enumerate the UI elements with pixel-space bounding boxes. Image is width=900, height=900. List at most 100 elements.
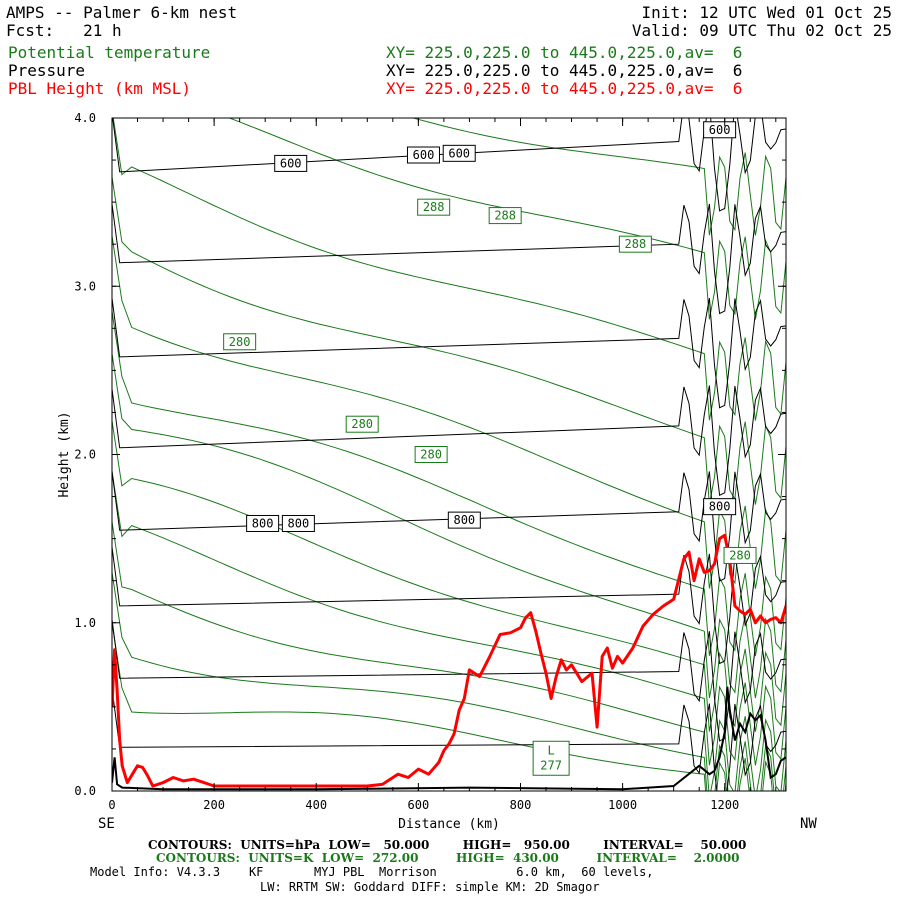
pressure-label: 800 bbox=[447, 511, 481, 529]
nw-end-label: NW bbox=[800, 816, 817, 832]
theta-label-box bbox=[414, 446, 448, 463]
pressure-label-text: 800 bbox=[288, 516, 310, 530]
pressure-label: 800 bbox=[281, 514, 315, 532]
theta-label-box bbox=[345, 415, 379, 433]
x-tick-label: 200 bbox=[203, 798, 225, 812]
low-center-box bbox=[532, 740, 570, 776]
field-xy-pressure: XY= 225.0,225.0 to 445.0,225.0,av= 6 bbox=[386, 61, 743, 80]
contour-labels: 600 600 600 600 800 800 800 800 288 288 288 280 280 2… bbox=[223, 121, 757, 776]
valid-time: Valid: 09 UTC Thu 02 Oct 25 bbox=[631, 21, 892, 40]
theta-label-box bbox=[488, 207, 522, 225]
field-name-pbl: PBL Height (km MSL) bbox=[8, 79, 192, 98]
pressure-label-text: 600 bbox=[448, 146, 470, 160]
pressure-label-box bbox=[442, 144, 476, 162]
pressure-label: 600 bbox=[406, 146, 440, 164]
x-tick-label: 400 bbox=[305, 798, 327, 812]
theta-label: 280 bbox=[223, 333, 257, 351]
footer-pressure-contours: CONTOURS: UNITS=hPa LOW= 50.000 HIGH= 95… bbox=[148, 838, 747, 852]
theta-label-text: 280 bbox=[729, 548, 751, 562]
x-tick-label: 0 bbox=[108, 798, 115, 812]
pressure-label-box bbox=[703, 121, 737, 139]
theta-label: 280 bbox=[723, 546, 757, 564]
pbl-height-series bbox=[112, 533, 786, 788]
theta-label-box bbox=[618, 235, 652, 253]
pressure-label-box bbox=[281, 514, 315, 532]
pressure-label: 800 bbox=[246, 514, 280, 532]
theta-label: 280 bbox=[414, 446, 448, 463]
theta-label-text: 288 bbox=[625, 237, 647, 251]
pressure-label: 600 bbox=[274, 154, 308, 172]
theta-label: 288 bbox=[618, 235, 652, 253]
theta-contour-line bbox=[112, 420, 786, 732]
theta-contour-line bbox=[112, 471, 786, 766]
theta-contour-line bbox=[112, 353, 786, 699]
theta-contour-line bbox=[112, 311, 786, 657]
footer-model-info: Model Info: V4.3.3 KF MYJ PBL Morrison 6… bbox=[90, 865, 654, 879]
theta-label-box bbox=[723, 546, 757, 564]
pressure-label: 600 bbox=[442, 144, 476, 162]
pressure-label-text: 800 bbox=[453, 513, 475, 527]
theta-label-text: 280 bbox=[229, 335, 251, 349]
theta-contour-line bbox=[112, 235, 786, 589]
pressure-contour-900 bbox=[112, 619, 786, 742]
field-xy-pbl: XY= 225.0,225.0 to 445.0,225.0,av= 6 bbox=[386, 79, 743, 98]
pbl-height-line bbox=[112, 533, 786, 788]
theta-contours bbox=[112, 118, 786, 791]
y-tick-label: 4.0 bbox=[74, 111, 96, 125]
pressure-contour-950 bbox=[112, 688, 786, 791]
forecast-hour: Fcst: 21 h bbox=[6, 21, 122, 40]
plot-frame bbox=[111, 117, 787, 792]
pressure-label-text: 800 bbox=[252, 516, 274, 530]
pressure-contour-600 bbox=[112, 118, 786, 212]
theta-label-box bbox=[417, 198, 451, 216]
theta-contour-line bbox=[228, 118, 786, 320]
axes: 0 200 400 600 800 1000 1200 0.0 1.0 2.0 3.0 4.0 Dist… bbox=[57, 111, 817, 832]
pressure-label-box bbox=[406, 146, 440, 164]
theta-contour-line bbox=[112, 521, 786, 791]
theta-contour-line bbox=[411, 118, 786, 236]
footer-physics: LW: RRTM SW: Goddard DIFF: simple KM: 2D… bbox=[260, 880, 600, 894]
pressure-label-text: 600 bbox=[280, 156, 302, 170]
field-name-theta: Potential temperature bbox=[8, 43, 211, 62]
theta-label: 280 bbox=[345, 415, 379, 433]
pressure-contour-850 bbox=[112, 546, 786, 665]
pressure-contour-700 bbox=[112, 297, 786, 409]
pressure-label: 800 bbox=[703, 498, 737, 516]
field-xy-theta: XY= 225.0,225.0 to 445.0,225.0,av= 6 bbox=[386, 43, 743, 62]
low-center-letter: L bbox=[548, 743, 555, 757]
pressure-label-text: 600 bbox=[413, 148, 435, 162]
y-tick-label: 0.0 bbox=[74, 784, 96, 798]
x-tick-label: 1000 bbox=[608, 798, 637, 812]
x-axis-label: Distance (km) bbox=[398, 817, 500, 832]
pressure-label-box bbox=[274, 154, 308, 172]
field-name-pressure: Pressure bbox=[8, 61, 86, 80]
y-tick-label: 3.0 bbox=[74, 279, 96, 293]
model-title: AMPS -- Palmer 6-km nest bbox=[6, 3, 238, 22]
y-tick-label: 2.0 bbox=[74, 448, 96, 462]
low-center-value: 277 bbox=[540, 758, 562, 772]
y-axis-label: Height (km) bbox=[57, 411, 72, 497]
theta-label: 288 bbox=[417, 198, 451, 216]
y-tick-label: 1.0 bbox=[74, 616, 96, 630]
init-time: Init: 12 UTC Wed 01 Oct 25 bbox=[641, 3, 892, 22]
pressure-label-text: 800 bbox=[709, 500, 731, 514]
theta-label-box bbox=[223, 333, 257, 351]
se-end-label: SE bbox=[98, 816, 115, 832]
x-tick-label: 600 bbox=[408, 798, 430, 812]
pressure-contour-750 bbox=[112, 385, 786, 496]
terrain-line bbox=[112, 686, 786, 791]
theta-contour-line bbox=[112, 176, 786, 505]
theta-label-text: 280 bbox=[351, 417, 373, 431]
pressure-contour-650 bbox=[112, 203, 786, 315]
footer-theta-contours: CONTOURS: UNITS=K LOW= 272.00 HIGH= 430.… bbox=[156, 851, 740, 865]
theta-label-text: 288 bbox=[494, 209, 516, 223]
theta-contour-line bbox=[112, 118, 786, 421]
pressure-label-text: 600 bbox=[709, 123, 731, 137]
x-tick-label: 1200 bbox=[710, 798, 739, 812]
pressure-label: 600 bbox=[703, 121, 737, 139]
x-tick-label: 800 bbox=[510, 798, 532, 812]
pressure-label-box bbox=[447, 511, 481, 529]
pressure-label-box bbox=[703, 498, 737, 516]
